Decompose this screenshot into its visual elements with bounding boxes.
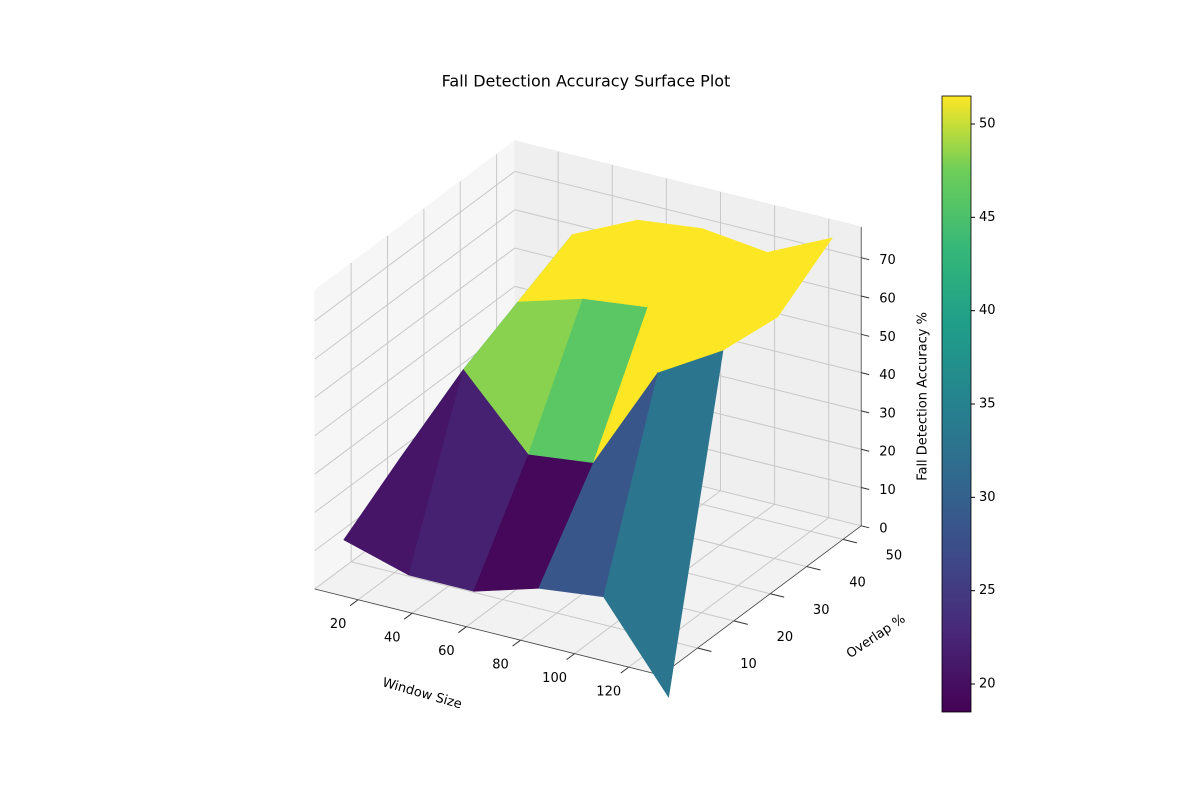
tick-mark bbox=[733, 620, 748, 625]
tick-label: 50 bbox=[886, 549, 903, 564]
colorbar-tick-label: 45 bbox=[979, 210, 996, 225]
tick-mark bbox=[861, 333, 870, 337]
tick-mark bbox=[403, 612, 413, 620]
colorbar-tick-label: 35 bbox=[979, 397, 996, 412]
colorbar-tick-label: 50 bbox=[979, 117, 996, 132]
colorbar-tick-label: 40 bbox=[979, 303, 996, 318]
tick-label: 70 bbox=[879, 253, 896, 268]
tick-label: 120 bbox=[596, 685, 621, 700]
tick-mark bbox=[349, 599, 359, 607]
tick-label: 30 bbox=[879, 406, 896, 421]
grid-line bbox=[514, 170, 862, 259]
y-axis-label: Overlap % bbox=[844, 612, 908, 662]
axis-line bbox=[314, 588, 662, 676]
tick-label: 40 bbox=[849, 576, 866, 591]
tick-label: 10 bbox=[879, 483, 896, 498]
tick-label: 20 bbox=[879, 445, 896, 460]
tick-mark bbox=[861, 525, 870, 529]
tick-label: 40 bbox=[879, 368, 896, 383]
tick-label: 80 bbox=[492, 658, 509, 673]
tick-label: 60 bbox=[438, 644, 455, 659]
tick-mark bbox=[806, 566, 821, 571]
tick-label: 20 bbox=[330, 617, 347, 632]
tick-mark bbox=[770, 593, 785, 598]
tick-mark bbox=[861, 410, 870, 414]
grid-line bbox=[314, 171, 516, 322]
grid-line bbox=[314, 247, 516, 398]
tick-label: 20 bbox=[777, 630, 794, 645]
tick-mark bbox=[861, 372, 870, 376]
colorbar-tick-label: 25 bbox=[979, 583, 996, 598]
tick-label: 40 bbox=[384, 631, 401, 646]
chart-title: Fall Detection Accuracy Surface Plot bbox=[442, 72, 731, 91]
tick-mark bbox=[512, 639, 521, 647]
tick-label: 10 bbox=[740, 657, 757, 672]
tick-mark bbox=[697, 647, 712, 652]
tick-mark bbox=[861, 448, 870, 452]
colorbar bbox=[941, 95, 972, 713]
tick-label: 50 bbox=[879, 330, 896, 345]
grid-line bbox=[314, 285, 516, 437]
tick-mark bbox=[842, 538, 857, 544]
grid-line bbox=[314, 209, 516, 360]
axis-line bbox=[660, 525, 862, 676]
colorbar-tick-label: 30 bbox=[979, 490, 996, 505]
tick-label: 100 bbox=[542, 671, 567, 686]
z-axis-label: Fall Detection Accuracy % bbox=[916, 312, 931, 481]
tick-mark bbox=[861, 257, 870, 261]
tick-label: 30 bbox=[813, 603, 830, 618]
tick-label: 60 bbox=[879, 291, 896, 306]
surface-face bbox=[658, 316, 778, 373]
tick-mark bbox=[620, 666, 630, 674]
tick-label: 0 bbox=[879, 521, 887, 536]
tick-mark bbox=[458, 626, 467, 634]
x-axis-label: Window Size bbox=[380, 675, 463, 712]
tick-mark bbox=[861, 295, 870, 299]
tick-mark bbox=[566, 653, 575, 661]
tick-mark bbox=[861, 487, 870, 490]
colorbar-tick-label: 20 bbox=[979, 677, 996, 692]
